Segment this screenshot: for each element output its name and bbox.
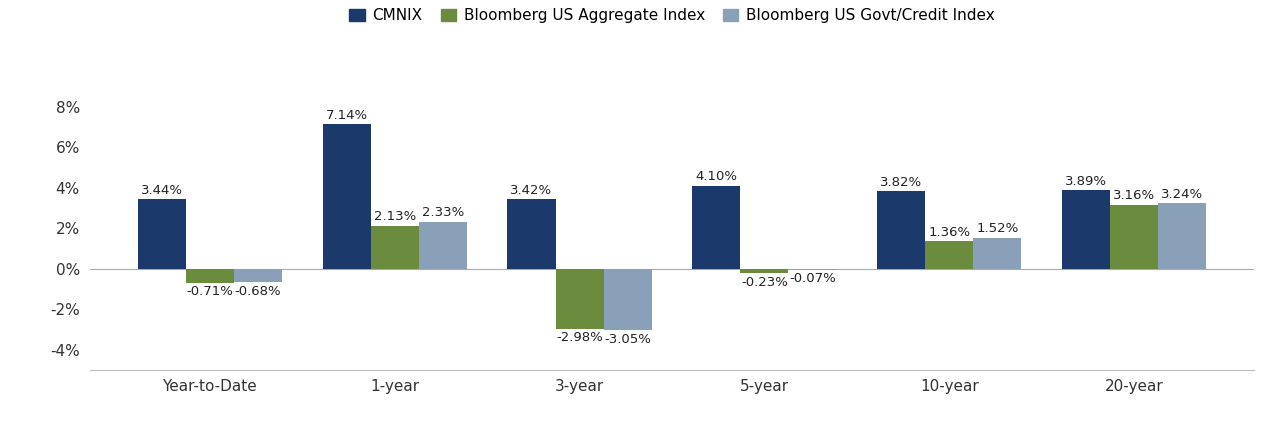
Text: 1.36%: 1.36% <box>928 226 970 239</box>
Text: 3.89%: 3.89% <box>1065 175 1107 187</box>
Bar <box>419 221 467 269</box>
Text: -3.05%: -3.05% <box>604 333 652 346</box>
Bar <box>973 238 1021 269</box>
Bar <box>323 124 371 269</box>
Bar <box>604 269 652 330</box>
Text: 1.52%: 1.52% <box>977 222 1019 235</box>
Text: 4.10%: 4.10% <box>695 170 737 183</box>
Bar <box>1110 205 1158 269</box>
Text: 7.14%: 7.14% <box>325 109 367 122</box>
Bar <box>138 199 186 269</box>
Text: 3.42%: 3.42% <box>511 184 553 197</box>
Bar <box>234 269 282 282</box>
Bar <box>507 199 556 269</box>
Text: -2.98%: -2.98% <box>557 332 603 344</box>
Text: -0.68%: -0.68% <box>234 285 282 298</box>
Bar <box>925 241 973 269</box>
Bar <box>692 186 740 269</box>
Text: -0.07%: -0.07% <box>790 272 836 286</box>
Bar <box>877 191 925 269</box>
Text: 3.82%: 3.82% <box>881 176 923 189</box>
Bar <box>788 269 837 270</box>
Legend: CMNIX, Bloomberg US Aggregate Index, Bloomberg US Govt/Credit Index: CMNIX, Bloomberg US Aggregate Index, Blo… <box>343 2 1001 29</box>
Text: 3.44%: 3.44% <box>141 184 183 197</box>
Bar <box>740 269 788 273</box>
Bar <box>1062 190 1110 269</box>
Text: -0.23%: -0.23% <box>741 276 788 289</box>
Text: 3.16%: 3.16% <box>1114 189 1156 202</box>
Text: -0.71%: -0.71% <box>187 286 233 298</box>
Bar <box>186 269 234 283</box>
Bar <box>1158 203 1206 269</box>
Text: 2.33%: 2.33% <box>421 206 463 219</box>
Text: 3.24%: 3.24% <box>1161 188 1203 201</box>
Text: 2.13%: 2.13% <box>374 210 416 223</box>
Bar <box>556 269 604 329</box>
Bar <box>371 226 419 269</box>
